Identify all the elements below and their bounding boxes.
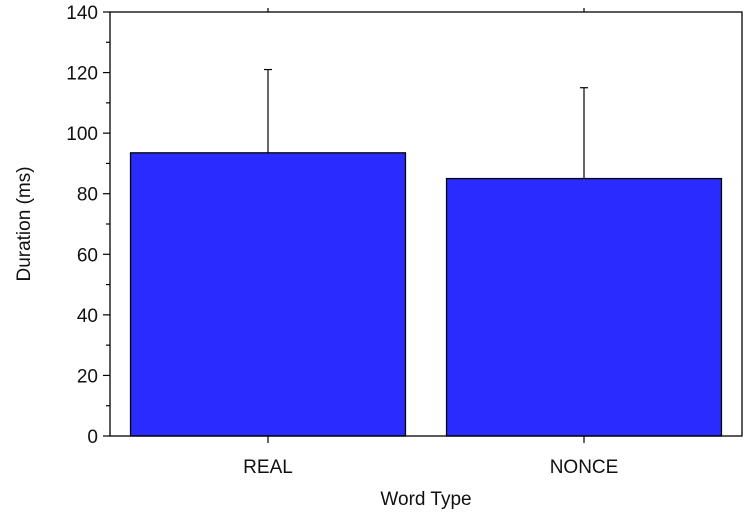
y-tick-label: 100 — [66, 124, 98, 145]
x-tick-label: REAL — [243, 457, 293, 478]
x-axis-title: Word Type — [380, 489, 471, 510]
y-tick-label: 80 — [77, 185, 98, 206]
x-tick-label: NONCE — [550, 457, 619, 478]
y-axis-ticks: 0 20 40 60 80 100 120 140 — [66, 3, 110, 448]
x-axis-ticks: REAL NONCE — [243, 8, 618, 478]
y-tick-label: 60 — [77, 245, 98, 266]
y-tick-label: 40 — [77, 306, 98, 327]
y-axis-title: Duration (ms) — [14, 166, 35, 281]
y-tick-label: 140 — [66, 3, 98, 24]
error-bars — [264, 68, 588, 179]
bar-nonce — [445, 177, 723, 437]
y-tick-label: 0 — [87, 427, 98, 448]
bars — [129, 152, 723, 437]
y-tick-label: 20 — [77, 366, 98, 387]
y-tick-label: 120 — [66, 64, 98, 85]
bar-real — [129, 152, 407, 437]
